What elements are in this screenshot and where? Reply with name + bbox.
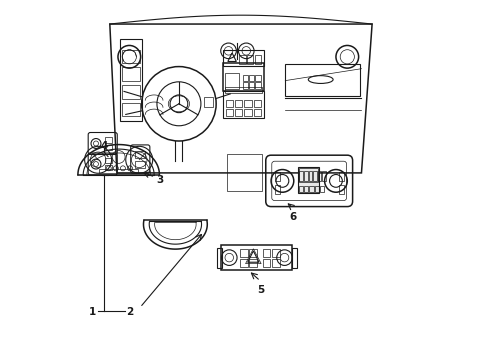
Bar (122, 50, 140, 63)
Bar (240, 259, 247, 267)
Bar (224, 73, 239, 89)
Bar (244, 100, 251, 108)
Bar (122, 103, 140, 116)
Bar (120, 39, 142, 121)
Bar (248, 249, 256, 257)
Bar (239, 55, 245, 64)
Bar (254, 55, 261, 64)
Text: 2: 2 (125, 307, 133, 317)
Bar (299, 171, 303, 181)
Text: 1: 1 (89, 307, 96, 317)
Bar (135, 161, 145, 168)
Bar (203, 97, 212, 107)
Bar (319, 186, 324, 192)
Bar (248, 82, 254, 89)
Bar (248, 259, 256, 267)
Bar (253, 100, 260, 108)
Bar (226, 154, 262, 191)
Bar (223, 50, 264, 66)
Text: 4: 4 (101, 141, 108, 151)
Bar (235, 100, 242, 108)
Bar (297, 167, 318, 193)
Bar (223, 91, 264, 118)
Bar (262, 259, 270, 267)
Bar (246, 55, 253, 64)
Bar (244, 109, 251, 116)
Bar (253, 109, 260, 116)
Bar (255, 82, 260, 89)
Bar (135, 151, 145, 158)
Bar (221, 245, 292, 270)
Text: 3: 3 (156, 175, 163, 185)
Bar (122, 67, 140, 81)
Bar (105, 138, 112, 143)
Bar (309, 186, 313, 192)
Bar (322, 171, 325, 181)
Bar (235, 109, 242, 116)
Bar (274, 185, 279, 194)
Bar (242, 75, 247, 81)
Bar (285, 64, 359, 95)
Bar (105, 145, 112, 150)
Bar (255, 75, 260, 81)
Bar (308, 171, 311, 181)
Bar (105, 158, 112, 163)
Bar (314, 186, 318, 192)
Bar (304, 186, 307, 192)
Bar (240, 249, 247, 257)
Bar (338, 185, 343, 194)
Bar (223, 63, 264, 91)
Bar (304, 171, 307, 181)
Bar (313, 171, 316, 181)
Bar (317, 171, 321, 181)
Bar (105, 165, 112, 170)
Text: 6: 6 (289, 212, 296, 222)
Bar (225, 109, 233, 116)
Bar (338, 172, 343, 181)
Bar (99, 168, 138, 173)
Bar (291, 248, 296, 267)
Bar (262, 249, 270, 257)
Bar (224, 87, 262, 93)
Text: 5: 5 (256, 284, 264, 294)
Bar (274, 172, 279, 181)
Bar (298, 168, 317, 181)
Bar (242, 82, 247, 89)
Bar (217, 248, 222, 267)
Bar (248, 75, 254, 81)
Bar (225, 100, 233, 108)
Bar (271, 249, 279, 257)
Bar (298, 186, 303, 192)
Bar (122, 85, 140, 99)
Bar (271, 259, 279, 267)
